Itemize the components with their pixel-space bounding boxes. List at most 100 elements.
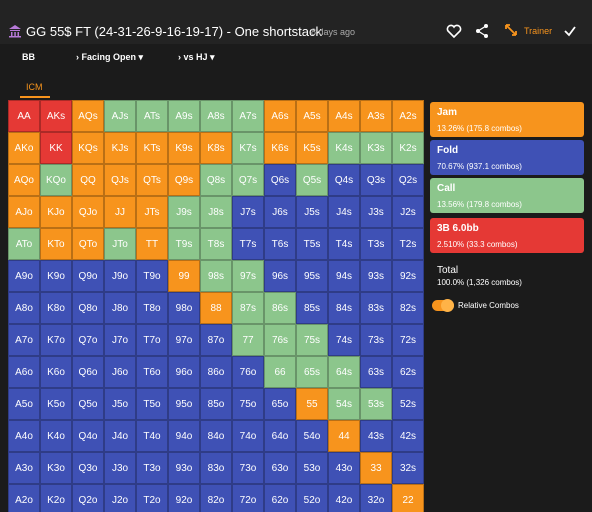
hand-cell[interactable]: Q2s bbox=[392, 164, 424, 196]
hand-cell[interactable]: Q3o bbox=[72, 452, 104, 484]
hand-cell[interactable]: 75o bbox=[232, 388, 264, 420]
hand-cell[interactable]: A2o bbox=[8, 484, 40, 512]
hand-cell[interactable]: A8s bbox=[200, 100, 232, 132]
action-filter[interactable]: › Facing Open ▾ bbox=[76, 52, 144, 62]
hand-cell[interactable]: 32o bbox=[360, 484, 392, 512]
hand-cell[interactable]: K7o bbox=[40, 324, 72, 356]
hand-cell[interactable]: Q9o bbox=[72, 260, 104, 292]
hand-cell[interactable]: T2o bbox=[136, 484, 168, 512]
hand-cell[interactable]: 75s bbox=[296, 324, 328, 356]
hand-cell[interactable]: J8s bbox=[200, 196, 232, 228]
hand-cell[interactable]: J2s bbox=[392, 196, 424, 228]
hand-cell[interactable]: 82o bbox=[200, 484, 232, 512]
hand-cell[interactable]: A5o bbox=[8, 388, 40, 420]
hand-cell[interactable]: Q5s bbox=[296, 164, 328, 196]
hand-cell[interactable]: K9s bbox=[168, 132, 200, 164]
hand-cell[interactable]: T3s bbox=[360, 228, 392, 260]
hand-cell[interactable]: K2o bbox=[40, 484, 72, 512]
hand-cell[interactable]: A6o bbox=[8, 356, 40, 388]
hand-cell[interactable]: ATs bbox=[136, 100, 168, 132]
hand-cell[interactable]: Q7s bbox=[232, 164, 264, 196]
hand-cell[interactable]: T6s bbox=[264, 228, 296, 260]
hand-cell[interactable]: T5s bbox=[296, 228, 328, 260]
hand-cell[interactable]: 82s bbox=[392, 292, 424, 324]
hand-cell[interactable]: K4s bbox=[328, 132, 360, 164]
hand-cell[interactable]: 44 bbox=[328, 420, 360, 452]
hand-cell[interactable]: 97s bbox=[232, 260, 264, 292]
hand-cell[interactable]: 22 bbox=[392, 484, 424, 512]
hand-cell[interactable]: Q4o bbox=[72, 420, 104, 452]
hand-cell[interactable]: 95s bbox=[296, 260, 328, 292]
hand-cell[interactable]: 64s bbox=[328, 356, 360, 388]
hand-cell[interactable]: 63o bbox=[264, 452, 296, 484]
hand-cell[interactable]: KJs bbox=[104, 132, 136, 164]
hand-cell[interactable]: T7o bbox=[136, 324, 168, 356]
hand-cell[interactable]: JTs bbox=[136, 196, 168, 228]
hand-cell[interactable]: 87o bbox=[200, 324, 232, 356]
hand-cell[interactable]: 65o bbox=[264, 388, 296, 420]
hand-cell[interactable]: QJo bbox=[72, 196, 104, 228]
hand-cell[interactable]: 65s bbox=[296, 356, 328, 388]
hand-cell[interactable]: 72s bbox=[392, 324, 424, 356]
hand-cell[interactable]: 33 bbox=[360, 452, 392, 484]
hand-cell[interactable]: Q5o bbox=[72, 388, 104, 420]
hand-cell[interactable]: K8s bbox=[200, 132, 232, 164]
hand-cell[interactable]: KQo bbox=[40, 164, 72, 196]
hand-cell[interactable]: 63s bbox=[360, 356, 392, 388]
hand-cell[interactable]: 86o bbox=[200, 356, 232, 388]
hand-cell[interactable]: 84s bbox=[328, 292, 360, 324]
hand-cell[interactable]: 86s bbox=[264, 292, 296, 324]
hand-cell[interactable]: 98o bbox=[168, 292, 200, 324]
hand-cell[interactable]: J3o bbox=[104, 452, 136, 484]
hand-cell[interactable]: 96o bbox=[168, 356, 200, 388]
hand-cell[interactable]: 76o bbox=[232, 356, 264, 388]
hand-cell[interactable]: J6o bbox=[104, 356, 136, 388]
hand-cell[interactable]: Q6s bbox=[264, 164, 296, 196]
hand-cell[interactable]: QTo bbox=[72, 228, 104, 260]
hand-cell[interactable]: 62s bbox=[392, 356, 424, 388]
hand-cell[interactable]: Q9s bbox=[168, 164, 200, 196]
hand-cell[interactable]: 52s bbox=[392, 388, 424, 420]
hand-cell[interactable]: 54o bbox=[296, 420, 328, 452]
hand-cell[interactable]: J4s bbox=[328, 196, 360, 228]
hand-cell[interactable]: 43o bbox=[328, 452, 360, 484]
hand-cell[interactable]: T6o bbox=[136, 356, 168, 388]
hand-cell[interactable]: J7s bbox=[232, 196, 264, 228]
hand-cell[interactable]: 53s bbox=[360, 388, 392, 420]
hand-cell[interactable]: A3s bbox=[360, 100, 392, 132]
hand-cell[interactable]: KJo bbox=[40, 196, 72, 228]
hand-cell[interactable]: 53o bbox=[296, 452, 328, 484]
hand-cell[interactable]: A8o bbox=[8, 292, 40, 324]
hand-cell[interactable]: TT bbox=[136, 228, 168, 260]
hand-cell[interactable]: 92o bbox=[168, 484, 200, 512]
hand-cell[interactable]: 98s bbox=[200, 260, 232, 292]
hand-cell[interactable]: KTo bbox=[40, 228, 72, 260]
hand-cell[interactable]: Q8s bbox=[200, 164, 232, 196]
hand-cell[interactable]: Q2o bbox=[72, 484, 104, 512]
hand-cell[interactable]: 32s bbox=[392, 452, 424, 484]
hand-cell[interactable]: A7o bbox=[8, 324, 40, 356]
hand-cell[interactable]: T8o bbox=[136, 292, 168, 324]
hand-cell[interactable]: T3o bbox=[136, 452, 168, 484]
trainer-button[interactable]: Trainer bbox=[524, 26, 553, 36]
hand-cell[interactable]: 43s bbox=[360, 420, 392, 452]
hand-cell[interactable]: T4s bbox=[328, 228, 360, 260]
hand-cell[interactable]: 84o bbox=[200, 420, 232, 452]
opponent-filter[interactable]: › vs HJ ▾ bbox=[178, 52, 215, 62]
hand-cell[interactable]: Q3s bbox=[360, 164, 392, 196]
hand-cell[interactable]: AQs bbox=[72, 100, 104, 132]
hand-cell[interactable]: AKo bbox=[8, 132, 40, 164]
hand-cell[interactable]: Q4s bbox=[328, 164, 360, 196]
hand-cell[interactable]: 66 bbox=[264, 356, 296, 388]
hand-cell[interactable]: AJs bbox=[104, 100, 136, 132]
hand-cell[interactable]: J4o bbox=[104, 420, 136, 452]
hand-cell[interactable]: QQ bbox=[72, 164, 104, 196]
hand-cell[interactable]: 93o bbox=[168, 452, 200, 484]
hand-cell[interactable]: J2o bbox=[104, 484, 136, 512]
hand-cell[interactable]: K6s bbox=[264, 132, 296, 164]
hand-cell[interactable]: K3s bbox=[360, 132, 392, 164]
hand-cell[interactable]: 88 bbox=[200, 292, 232, 324]
hand-cell[interactable]: KQs bbox=[72, 132, 104, 164]
tab[interactable]: ICM bbox=[26, 82, 43, 92]
hand-cell[interactable]: 93s bbox=[360, 260, 392, 292]
